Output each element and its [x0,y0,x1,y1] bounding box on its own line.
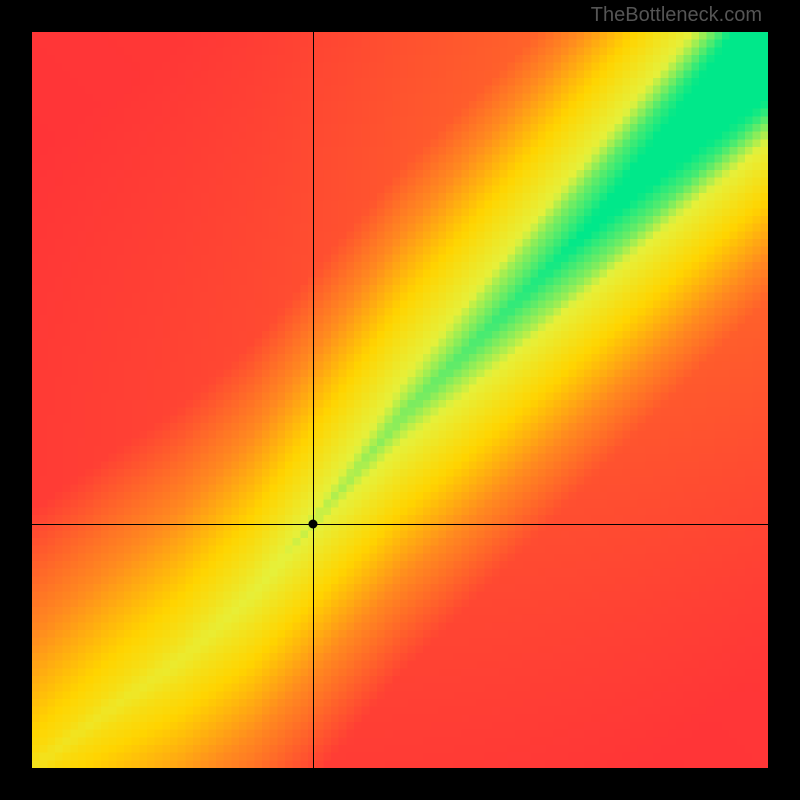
watermark-text: TheBottleneck.com [591,4,762,27]
bottleneck-heatmap [32,32,768,768]
crosshair-horizontal [32,524,768,525]
chart-container: TheBottleneck.com [0,0,800,800]
crosshair-marker [309,519,318,528]
crosshair-vertical [313,32,314,768]
